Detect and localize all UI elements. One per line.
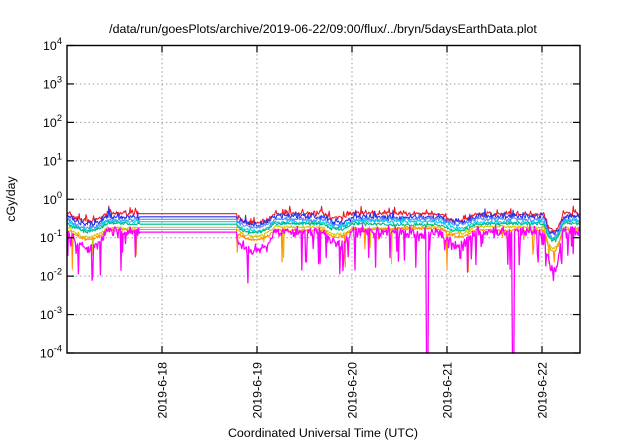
plot-title: /data/run/goesPlots/archive/2019-06-22/0… xyxy=(109,22,537,36)
series-line-red xyxy=(66,205,581,233)
x-tick-label: 2019-6-20 xyxy=(346,362,360,419)
series-line-yellow xyxy=(66,224,581,265)
y-tick-label: 10-2 xyxy=(40,267,62,284)
series-line-magenta xyxy=(66,224,581,354)
x-tick-label: 2019-6-21 xyxy=(441,362,455,419)
y-axis-label: cGy/day xyxy=(4,175,18,221)
x-axis-label: Coordinated Universal Time (UTC) xyxy=(228,426,418,440)
y-tick-label: 104 xyxy=(43,36,62,53)
y-tick-label: 10-1 xyxy=(40,228,62,245)
plot-border xyxy=(66,44,581,354)
data-series-layer xyxy=(66,205,581,354)
y-tick-label: 101 xyxy=(43,151,62,168)
axes-layer xyxy=(66,44,581,354)
x-tick-label: 2019-6-18 xyxy=(156,362,170,419)
y-tick-label: 103 xyxy=(43,74,62,91)
series-line-sky-blue xyxy=(66,216,581,240)
y-tick-label: 100 xyxy=(43,190,62,207)
x-tick-label: 2019-6-22 xyxy=(536,362,550,419)
tick-label-layer: 104 103 102 101 100 10-1 10-2 10-3 10-4 2019-6-18… xyxy=(40,36,550,419)
series-line-blue xyxy=(66,207,581,236)
series-line-sea-green xyxy=(66,220,581,243)
series-line-orange xyxy=(66,226,580,273)
grid-layer xyxy=(67,45,580,353)
y-tick-label: 10-3 xyxy=(40,305,62,322)
x-tick-label: 2019-6-19 xyxy=(251,362,265,419)
y-tick-label: 102 xyxy=(43,113,62,130)
y-tick-label: 10-4 xyxy=(40,344,62,361)
